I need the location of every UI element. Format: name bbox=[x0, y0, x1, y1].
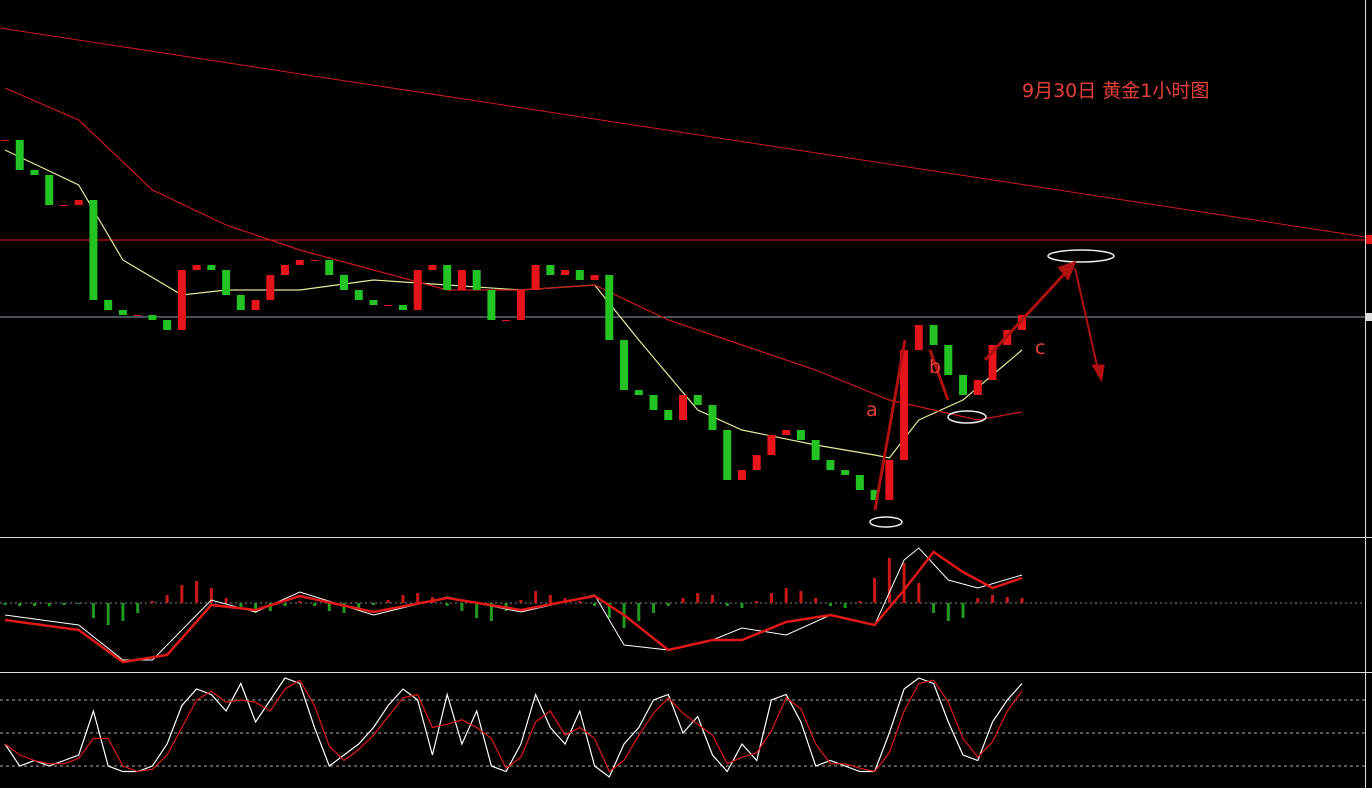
candle bbox=[531, 265, 540, 290]
candle bbox=[487, 290, 496, 320]
candle bbox=[398, 305, 407, 310]
candle bbox=[281, 265, 290, 275]
candle bbox=[1018, 315, 1026, 330]
low-ellipse bbox=[869, 516, 903, 528]
arrow bbox=[928, 349, 950, 401]
target-ellipse bbox=[1047, 249, 1115, 263]
candle bbox=[620, 340, 629, 390]
wave-arrows bbox=[873, 260, 1105, 511]
wave-label: c bbox=[1035, 337, 1045, 359]
candle bbox=[59, 205, 68, 206]
candle bbox=[767, 435, 776, 455]
candle bbox=[708, 405, 717, 430]
candle bbox=[163, 320, 172, 330]
candle bbox=[89, 200, 98, 300]
candle bbox=[590, 275, 599, 280]
candle bbox=[472, 270, 481, 290]
price-marker bbox=[1365, 313, 1372, 321]
candle bbox=[340, 275, 348, 290]
candle bbox=[841, 470, 850, 475]
candle bbox=[118, 310, 127, 315]
support-ellipse bbox=[947, 410, 987, 424]
candle bbox=[74, 200, 83, 205]
arrow bbox=[983, 268, 1070, 362]
candle bbox=[207, 265, 216, 270]
candle bbox=[325, 260, 334, 275]
candle bbox=[45, 175, 54, 205]
candle bbox=[222, 270, 231, 295]
candle bbox=[295, 260, 304, 265]
candle bbox=[796, 430, 805, 440]
candle bbox=[104, 300, 113, 310]
candle bbox=[944, 345, 953, 375]
indicator-line bbox=[4, 547, 1023, 661]
candle bbox=[310, 260, 319, 261]
candle bbox=[605, 275, 614, 340]
indicator-line bbox=[4, 679, 1023, 773]
trend-line bbox=[0, 27, 1372, 239]
arrow-head bbox=[1091, 364, 1105, 383]
candle bbox=[236, 295, 245, 310]
candle bbox=[737, 470, 746, 480]
candle bbox=[148, 315, 157, 320]
candle bbox=[457, 270, 466, 290]
candle bbox=[973, 380, 982, 395]
indicator-line bbox=[4, 677, 1023, 778]
arrow bbox=[1074, 267, 1099, 371]
candle bbox=[752, 455, 761, 470]
candle bbox=[679, 395, 687, 420]
candle bbox=[192, 265, 201, 270]
candle bbox=[870, 490, 879, 500]
candle bbox=[502, 320, 511, 321]
indicator-line bbox=[4, 149, 1023, 459]
candle bbox=[266, 275, 275, 300]
chart-title: 9月30日 黄金1小时图 bbox=[1022, 80, 1209, 102]
candle bbox=[723, 430, 732, 480]
candle bbox=[15, 140, 24, 170]
candle bbox=[664, 410, 673, 420]
candle bbox=[516, 290, 525, 320]
plot-layer bbox=[0, 87, 1365, 778]
candle bbox=[546, 265, 555, 275]
candle bbox=[575, 270, 584, 280]
arrow bbox=[873, 339, 907, 511]
annotations bbox=[869, 249, 1115, 528]
candle bbox=[177, 270, 186, 330]
wave-label: b bbox=[929, 356, 941, 378]
candle bbox=[959, 375, 968, 395]
candle bbox=[634, 390, 643, 395]
candle bbox=[251, 300, 260, 310]
candle bbox=[929, 325, 938, 345]
candle bbox=[693, 395, 702, 405]
candle bbox=[885, 460, 894, 500]
candle bbox=[914, 325, 923, 350]
price-marker bbox=[1365, 235, 1372, 244]
candle bbox=[133, 315, 142, 316]
candle bbox=[443, 265, 452, 290]
candle bbox=[900, 350, 909, 460]
indicator-line bbox=[4, 550, 1023, 664]
candle bbox=[988, 345, 997, 380]
candle bbox=[384, 305, 393, 306]
candle bbox=[354, 290, 363, 300]
candle bbox=[30, 170, 39, 175]
candle bbox=[428, 265, 437, 270]
candle bbox=[561, 270, 570, 275]
candle bbox=[855, 475, 864, 490]
candle bbox=[413, 270, 422, 310]
indicator-line bbox=[4, 87, 1023, 421]
candle bbox=[782, 430, 791, 435]
candle bbox=[649, 395, 658, 410]
arrow-head bbox=[1057, 260, 1077, 281]
candle bbox=[1, 140, 9, 141]
wave-label: a bbox=[866, 399, 878, 421]
candle bbox=[811, 440, 820, 460]
candle bbox=[369, 300, 378, 305]
candle bbox=[826, 460, 835, 470]
